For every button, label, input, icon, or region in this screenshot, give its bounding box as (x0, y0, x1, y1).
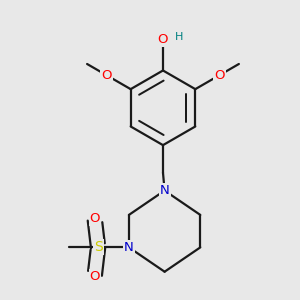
Text: O: O (90, 270, 100, 283)
Text: N: N (160, 184, 170, 197)
Text: O: O (90, 212, 100, 225)
Text: N: N (124, 241, 134, 254)
Text: O: O (101, 69, 112, 82)
Text: O: O (158, 33, 168, 46)
Text: S: S (94, 240, 102, 254)
Text: H: H (174, 32, 183, 42)
Text: O: O (214, 69, 224, 82)
